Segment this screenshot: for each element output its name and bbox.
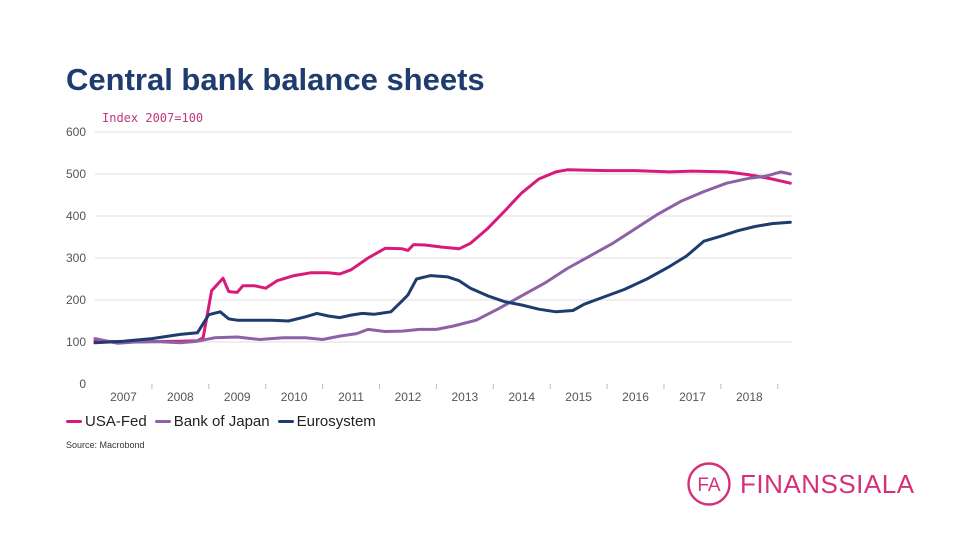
legend-label-usa-fed: USA-Fed [85,413,147,430]
legend-item-eurosystem: Eurosystem [277,413,376,430]
y-tick-label-0: 0 [79,377,86,391]
grid [95,131,792,343]
y-tick-label-400: 400 [66,209,86,223]
x-tick-label-2008: 2008 [167,390,194,404]
y-tick-label-200: 200 [66,293,86,307]
unit-label: Index 2007=100 [102,111,203,125]
x-tick-label-2007: 2007 [110,390,137,404]
x-tick-label-2009: 2009 [224,390,251,404]
y-tick-label-300: 300 [66,251,86,265]
finanssiala-logo: FA FINANSSIALA [686,461,915,507]
legend-swatch-usa-fed [66,420,82,423]
slide-title: Central bank balance sheets [66,62,485,97]
series-lines [93,168,792,345]
legend-item-bank-of-japan: Bank of Japan [154,413,270,430]
fa-logo-icon: FA [687,462,731,506]
y-tick-label-500: 500 [66,167,86,181]
legend-label-bank-of-japan: Bank of Japan [173,413,270,430]
legend-swatch-eurosystem [277,420,294,423]
x-tick-label-2016: 2016 [622,390,649,404]
series-line-bank-of-japan [93,170,792,345]
legend-item-usa-fed: USA-Fed [66,413,147,430]
x-tick-label-2014: 2014 [508,390,535,404]
y-tick-label-600: 600 [66,125,86,139]
x-tick-label-2012: 2012 [395,390,422,404]
legend-swatch-bank-of-japan [154,420,171,423]
x-tick-label-2017: 2017 [679,390,706,404]
x-tick-label-2010: 2010 [281,390,308,404]
legend: USA-Fed Bank of Japan Eurosystem [66,413,378,430]
x-tick-label-2011: 2011 [338,390,364,404]
series-line-usa-fed [93,168,792,344]
fa-logo-mark: FA [697,475,721,496]
x-tick-label-2018: 2018 [736,390,763,404]
logo-text: FINANSSIALA [740,468,915,499]
y-axis-ticks: 0 100 200 300 400 500 600 [66,125,86,391]
x-tick-label-2015: 2015 [565,390,592,404]
y-tick-label-100: 100 [66,335,86,349]
legend-label-eurosystem: Eurosystem [296,413,376,430]
x-axis-ticks: 2007 2008 2009 2010 2011 2012 2013 2014 2015 2016… [110,384,779,404]
source-note: Source: Macrobond [66,440,145,450]
x-tick-label-2013: 2013 [451,390,478,404]
series-line-eurosystem [93,220,792,345]
